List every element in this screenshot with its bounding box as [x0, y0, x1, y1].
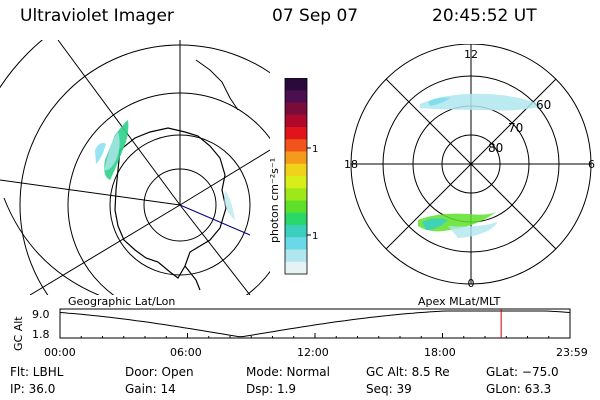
observation-date: 07 Sep 07 — [272, 6, 359, 26]
mlat-label-70: 70 — [508, 121, 523, 135]
glat-info: GLat: −75.0 — [486, 365, 559, 379]
meridian — [0, 179, 181, 206]
mode-info: Mode: Normal — [246, 365, 330, 379]
colorbar-segment — [285, 249, 307, 263]
colorbar-segment — [285, 78, 307, 91]
altitude-plot: GC Alt 9.0 1.8 00:00 06:00 12:00 18:00 2… — [12, 308, 588, 359]
aurora-emission-right — [418, 93, 543, 238]
colorbar-segment — [285, 139, 307, 152]
seq-info: Seq: 39 — [366, 382, 412, 396]
colorbar-tick-10: 10 — [312, 231, 318, 242]
terminator-line — [179, 204, 251, 236]
colorbar-segment — [285, 127, 307, 140]
colorbar-segment — [285, 261, 307, 275]
mlt-label-18: 18 — [344, 158, 358, 171]
colorbar-gradient — [285, 78, 307, 275]
observation-time: 20:45:52 UT — [432, 6, 537, 26]
colorbar-segment — [285, 102, 307, 116]
colorbar-segment — [285, 163, 307, 177]
apex-label: Apex MLat/MLT — [418, 295, 501, 308]
magnetic-map: 12 0 18 6 60 70 80 — [344, 44, 595, 289]
gain-info: Gain: 14 — [125, 382, 176, 396]
meridian — [57, 40, 181, 206]
filter-info: Flt: LBHL — [10, 365, 64, 379]
lat-circle-outer — [0, 40, 44, 89]
altitude-ytick-min: 1.8 — [32, 328, 50, 341]
altitude-curve — [59, 310, 571, 338]
glon-info: GLon: 63.3 — [486, 382, 552, 396]
colorbar-segment — [285, 114, 307, 128]
antarctica-coastline — [114, 127, 227, 279]
colorbar-segment — [285, 90, 307, 103]
colorbar-unit-label: photon cm⁻²s⁻¹ — [268, 158, 281, 243]
mlat-label-60: 60 — [536, 98, 551, 112]
altitude-xtick: 06:00 — [170, 346, 202, 359]
colorbar: 100 10 photon cm⁻²s⁻¹ — [268, 78, 318, 275]
colorbar-segment — [285, 237, 307, 250]
altitude-xtick: 00:00 — [44, 346, 76, 359]
colorbar-segment — [285, 200, 307, 214]
colorbar-segment — [285, 151, 307, 165]
colorbar-segment — [285, 225, 307, 238]
meridian — [179, 204, 251, 295]
altitude-xtick: 23:59 — [556, 346, 588, 359]
meridian — [29, 204, 181, 295]
coastline-fragment — [195, 59, 239, 111]
aurora-emission-left — [95, 120, 235, 220]
ip-info: IP: 36.0 — [10, 382, 56, 396]
mlt-label-6: 6 — [588, 158, 595, 171]
colorbar-segment — [285, 212, 307, 226]
mlt-label-0: 0 — [468, 277, 475, 289]
limb-arc — [3, 197, 100, 295]
altitude-xtick: 12:00 — [297, 346, 329, 359]
geographic-label: Geographic Lat/Lon — [68, 295, 176, 308]
door-info: Door: Open — [125, 365, 194, 379]
geographic-map — [0, 40, 270, 295]
gc-alt-info: GC Alt: 8.5 Re — [366, 365, 450, 379]
colorbar-tick-100: 100 — [312, 144, 318, 155]
altitude-ytick-max: 9.0 — [32, 308, 50, 321]
instrument-title: Ultraviolet Imager — [20, 6, 174, 26]
altitude-ylabel: GC Alt — [12, 316, 25, 351]
mlt-label-12: 12 — [464, 48, 478, 61]
mlat-label-80: 80 — [488, 141, 503, 155]
colorbar-segment — [285, 188, 307, 201]
altitude-xtick: 18:00 — [424, 346, 456, 359]
dsp-info: Dsp: 1.9 — [246, 382, 297, 396]
colorbar-segment — [285, 176, 307, 189]
peninsula-coastline — [184, 265, 201, 291]
